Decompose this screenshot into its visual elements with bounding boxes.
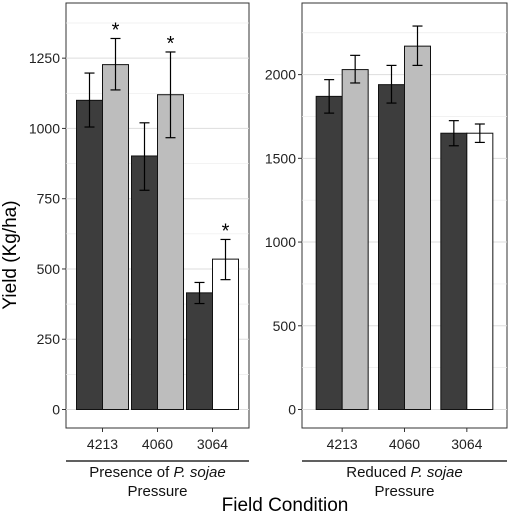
panels: 0 250 500 750 1000 1250 4213 * 4060 * 3064 * Presenc… (29, 2, 508, 500)
group-label-line2: Pressure (374, 483, 434, 500)
organism-name: P. sojae (410, 464, 462, 481)
bar (157, 94, 184, 410)
x-tick-label: 4213 (327, 436, 358, 452)
x-tick-label: 4060 (389, 436, 420, 452)
y-tick-label: 1500 (265, 150, 296, 166)
y-tick-label: 1000 (29, 120, 60, 136)
bar (131, 155, 158, 410)
y-tick-label: 500 (273, 318, 297, 334)
y-tick-label: 2000 (265, 67, 296, 83)
x-tick-label: 3064 (451, 436, 482, 452)
y-tick-label: 500 (37, 261, 61, 277)
bar (186, 292, 213, 410)
y-tick-label: 1000 (265, 234, 296, 250)
y-tick-label: 1250 (29, 50, 60, 66)
panel-1: 0 250 500 750 1000 1250 4213 * 4060 * 3064 * Presenc… (29, 2, 250, 500)
significance-marker: * (222, 220, 230, 242)
bar (404, 45, 431, 411)
bar (440, 132, 468, 410)
x-tick-label: 3064 (197, 436, 228, 452)
group-label-text: Presence of (89, 464, 173, 481)
bar (315, 95, 343, 410)
group-label-line2: Pressure (127, 483, 187, 500)
group-label-text: Reduced (346, 464, 410, 481)
x-axis-title: Field Condition (222, 495, 349, 516)
significance-marker: * (112, 19, 120, 41)
bar (466, 132, 494, 410)
x-tick-label: 4060 (142, 436, 173, 452)
group-label-line1: Reduced P. sojae (346, 464, 462, 481)
bar (76, 99, 103, 410)
bar (378, 84, 405, 410)
y-tick-label: 750 (37, 191, 61, 207)
y-axis-title: Yield (Kg/ha) (0, 200, 21, 309)
significance-marker: * (167, 33, 175, 55)
bar (341, 69, 369, 410)
organism-name: P. sojae (173, 464, 225, 481)
panel-2: 0 500 1000 1500 2000 4213 4060 3064 Reduced P. s… (265, 2, 508, 500)
y-tick-label: 250 (37, 331, 61, 347)
bar (212, 258, 239, 411)
bar (102, 64, 129, 410)
y-tick-label: 0 (288, 402, 296, 418)
x-tick-label: 4213 (87, 436, 118, 452)
group-label-line1: Presence of P. sojae (89, 464, 225, 481)
y-tick-label: 0 (52, 402, 60, 418)
